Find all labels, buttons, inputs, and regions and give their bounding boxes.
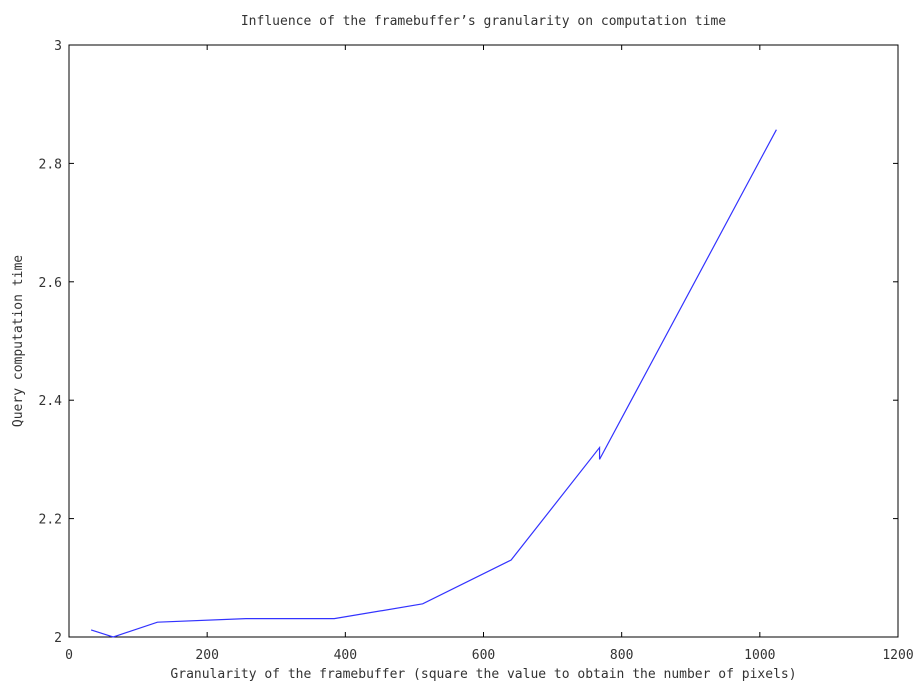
y-tick-label: 2.6 bbox=[39, 276, 62, 291]
x-tick-label: 200 bbox=[195, 648, 218, 663]
series-line bbox=[90, 129, 777, 638]
series-layer bbox=[90, 129, 777, 638]
y-axis-title: Query computation time bbox=[11, 255, 26, 427]
chart-title: Influence of the framebuffer’s granulari… bbox=[241, 14, 726, 29]
x-tick-label: 1000 bbox=[744, 648, 775, 663]
y-tick-label: 3 bbox=[54, 39, 62, 54]
x-tick-label: 1200 bbox=[882, 648, 913, 663]
x-axis-title: Granularity of the framebuffer (square t… bbox=[170, 667, 796, 682]
y-tick-label: 2.2 bbox=[39, 513, 62, 528]
y-axis-ticks: 2 2.2 2.4 2.6 2.8 3 bbox=[39, 39, 898, 646]
y-tick-label: 2 bbox=[54, 631, 62, 646]
x-tick-label: 0 bbox=[65, 648, 73, 663]
y-tick-label: 2.4 bbox=[39, 394, 63, 409]
x-tick-label: 600 bbox=[472, 648, 495, 663]
x-axis-ticks: 0 200 400 600 800 1000 1200 bbox=[65, 45, 914, 663]
y-tick-label: 2.8 bbox=[39, 157, 62, 172]
x-tick-label: 800 bbox=[610, 648, 633, 663]
x-tick-label: 400 bbox=[334, 648, 357, 663]
